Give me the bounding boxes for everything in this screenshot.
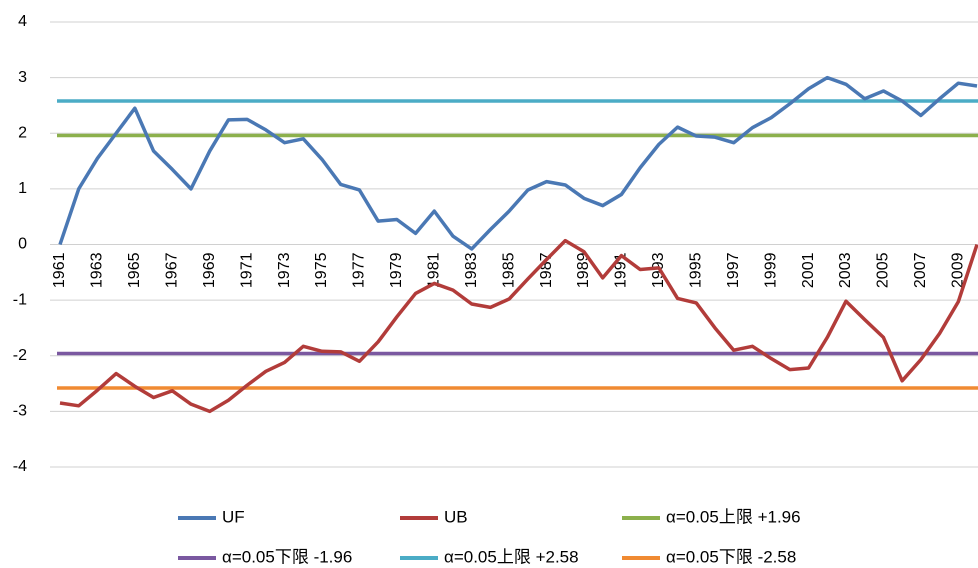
legend-label: α=0.05上限 +1.96 xyxy=(666,507,801,526)
legend-label: α=0.05下限 -1.96 xyxy=(222,547,352,566)
x-tick-label: 1965 xyxy=(126,252,143,288)
legend-label: α=0.05下限 -2.58 xyxy=(666,547,796,566)
x-tick-label: 1973 xyxy=(276,252,293,288)
y-tick-label: -4 xyxy=(13,458,27,475)
y-tick-label: 4 xyxy=(18,13,27,30)
y-tick-label: -2 xyxy=(13,347,27,364)
x-tick-label: 1971 xyxy=(238,252,255,288)
x-tick-label: 1987 xyxy=(538,252,555,288)
x-tick-label: 1985 xyxy=(500,252,517,288)
y-tick-label: -1 xyxy=(13,291,27,308)
legend-label: UF xyxy=(222,507,245,526)
x-tick-label: 2001 xyxy=(800,252,817,288)
x-tick-label: 2005 xyxy=(875,252,892,288)
y-tick-label: -3 xyxy=(13,403,27,420)
x-tick-label: 1967 xyxy=(164,252,181,288)
x-tick-label: 1989 xyxy=(575,252,592,288)
x-tick-label: 2007 xyxy=(912,252,929,288)
series-line xyxy=(58,75,978,251)
y-tick-label: 3 xyxy=(18,69,27,86)
x-tick-label: 1997 xyxy=(725,252,742,288)
legend-label: α=0.05上限 +2.58 xyxy=(444,547,579,566)
x-tick-label: 1999 xyxy=(762,252,779,288)
x-tick-label: 1963 xyxy=(89,252,106,288)
y-tick-label: 1 xyxy=(18,180,27,197)
x-tick-label: 1975 xyxy=(313,252,330,288)
x-tick-label: 1969 xyxy=(201,252,218,288)
x-tick-label: 2003 xyxy=(837,252,854,288)
x-tick-label: 2009 xyxy=(950,252,967,288)
x-tick-label: 1981 xyxy=(426,252,443,288)
y-tick-label: 0 xyxy=(18,236,27,253)
y-tick-label: 2 xyxy=(18,124,27,141)
x-tick-label: 1983 xyxy=(463,252,480,288)
x-tick-label: 1977 xyxy=(351,252,368,288)
x-tick-label: 1961 xyxy=(51,252,68,288)
series-line xyxy=(59,238,978,414)
x-tick-label: 1995 xyxy=(688,252,705,288)
legend-label: UB xyxy=(444,507,468,526)
x-tick-label: 1979 xyxy=(388,252,405,288)
